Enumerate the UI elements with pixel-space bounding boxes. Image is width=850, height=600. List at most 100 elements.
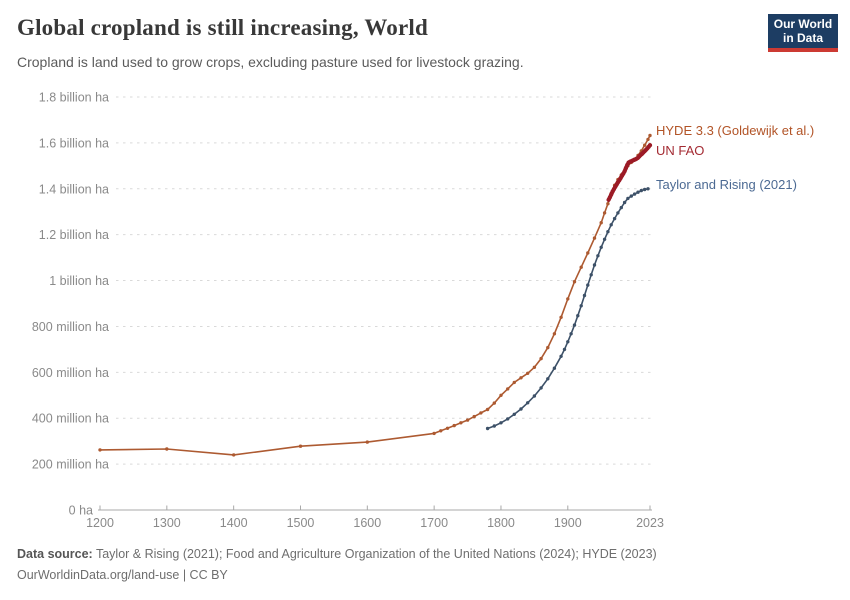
series-point-taylor-rising[interactable] [612,216,617,221]
series-point-taylor-rising[interactable] [499,421,503,425]
series-point-hyde[interactable] [643,143,647,147]
series-point-hyde[interactable] [572,280,577,284]
series-point-taylor-rising[interactable] [619,205,623,210]
series-point-taylor-rising[interactable] [646,187,650,191]
series-point-hyde[interactable] [439,429,443,433]
series-point-hyde[interactable] [586,251,590,255]
series-point-taylor-rising[interactable] [532,394,537,398]
series-point-taylor-rising[interactable] [546,377,550,381]
series-point-taylor-rising[interactable] [539,386,543,390]
series-point-hyde[interactable] [579,265,583,269]
data-source-text: Taylor & Rising (2021); Food and Agricul… [92,547,657,561]
series-point-taylor-rising[interactable] [592,263,597,267]
y-axis-tick-label: 1.8 billion ha [39,91,109,105]
series-point-un-fao[interactable] [647,143,653,148]
series-point-taylor-rising[interactable] [579,304,583,308]
series-point-taylor-rising[interactable] [566,340,570,344]
series-point-hyde[interactable] [232,453,236,457]
series-point-hyde[interactable] [599,221,603,225]
series-point-hyde[interactable] [519,376,523,380]
series-point-hyde[interactable] [532,365,537,369]
series-point-hyde[interactable] [512,380,516,385]
series-point-hyde[interactable] [165,447,169,451]
series-point-taylor-rising[interactable] [596,254,600,258]
series-point-taylor-rising[interactable] [559,354,563,358]
series-point-taylor-rising[interactable] [552,366,557,370]
series-point-taylor-rising[interactable] [492,424,496,428]
x-axis-tick-label: 1300 [153,516,181,530]
series-point-taylor-rising[interactable] [586,283,590,287]
series-point-taylor-rising[interactable] [639,188,643,193]
series-point-hyde[interactable] [479,411,483,415]
series-point-hyde[interactable] [602,211,607,215]
chart-subtitle: Cropland is land used to grow crops, exc… [17,54,524,70]
series-point-taylor-rising[interactable] [609,223,613,227]
series-point-taylor-rising[interactable] [602,237,607,241]
series-label-taylor-rising[interactable]: Taylor and Rising (2021) [656,176,797,192]
series-point-hyde[interactable] [648,133,652,138]
series-point-hyde[interactable] [552,332,557,336]
series-point-hyde[interactable] [445,426,450,430]
series-point-hyde[interactable] [539,356,543,361]
series-point-taylor-rising[interactable] [582,293,587,298]
series-point-taylor-rising[interactable] [506,417,510,421]
series-label-un-fao[interactable]: UN FAO [656,143,705,159]
series-point-taylor-rising[interactable] [599,245,603,249]
series-point-taylor-rising[interactable] [626,196,630,201]
series-point-hyde[interactable] [559,315,563,319]
series-point-hyde[interactable] [499,393,503,397]
series-point-hyde[interactable] [646,137,650,142]
series-point-hyde[interactable] [365,440,369,444]
series-point-un-fao[interactable] [622,169,627,174]
series-point-hyde[interactable] [566,297,570,301]
series-point-taylor-rising[interactable] [632,192,637,196]
series-point-taylor-rising[interactable] [589,273,593,277]
y-axis-tick-label: 1 billion ha [49,274,109,288]
series-point-taylor-rising[interactable] [622,200,627,205]
series-point-hyde[interactable] [526,371,530,375]
series-point-un-fao[interactable] [623,166,629,171]
series-point-taylor-rising[interactable] [616,211,620,215]
series-point-taylor-rising[interactable] [562,347,567,352]
series-line-hyde[interactable] [99,134,651,456]
series-point-hyde[interactable] [506,387,510,391]
series-point-taylor-rising[interactable] [643,187,647,192]
owid-logo[interactable]: Our World in Data [768,14,838,52]
series-point-hyde[interactable] [492,401,496,405]
x-axis-tick-label: 1600 [353,516,381,530]
y-axis-tick-label: 800 million ha [32,320,109,334]
x-axis-tick-label: 1900 [554,516,582,530]
series-point-hyde[interactable] [485,407,490,412]
series-point-taylor-rising[interactable] [512,412,516,416]
series-label-hyde[interactable]: HYDE 3.3 (Goldewijk et al.) [656,122,815,138]
series-point-hyde[interactable] [472,414,476,419]
data-source-line: Data source: Taylor & Rising (2021); Foo… [17,544,817,565]
x-axis-tick-label: 1800 [487,516,515,530]
series-point-hyde[interactable] [465,418,470,422]
series-point-taylor-rising[interactable] [485,426,490,431]
y-axis-tick-label: 1.4 billion ha [39,182,109,196]
series-point-taylor-rising[interactable] [636,190,640,194]
series-point-taylor-rising[interactable] [519,407,523,411]
series-point-hyde[interactable] [298,444,303,448]
x-axis-tick-label: 1500 [287,516,315,530]
series-point-taylor-rising[interactable] [572,323,577,327]
series-point-taylor-rising[interactable] [526,401,530,405]
series-point-hyde[interactable] [452,423,456,428]
series-point-hyde[interactable] [546,345,550,350]
x-axis-tick-label: 1400 [220,516,248,530]
series-point-hyde[interactable] [432,431,436,436]
series-point-taylor-rising[interactable] [629,194,633,198]
series-line-taylor-rising[interactable] [486,188,649,430]
series-point-taylor-rising[interactable] [576,314,580,318]
series-point-hyde[interactable] [459,421,463,425]
series-point-hyde[interactable] [606,202,610,206]
series-point-hyde[interactable] [98,448,102,452]
series-point-hyde[interactable] [592,236,597,240]
series-point-taylor-rising[interactable] [569,332,573,336]
series-point-taylor-rising[interactable] [606,230,610,234]
page-title: Global cropland is still increasing, Wor… [17,15,428,40]
license-line[interactable]: OurWorldinData.org/land-use | CC BY [17,568,228,582]
